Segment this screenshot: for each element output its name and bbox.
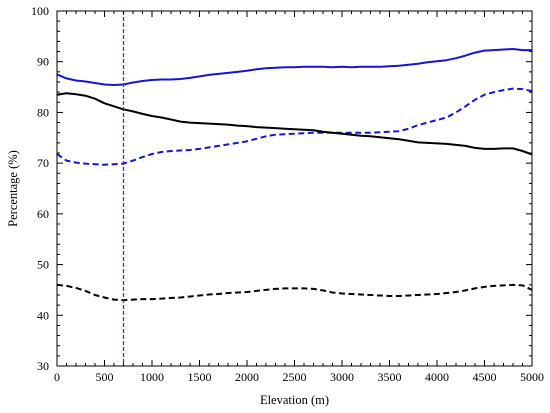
- x-tick-label: 500: [96, 370, 114, 384]
- x-tick-label: 3000: [330, 370, 354, 384]
- series-line-1: [56, 48, 532, 86]
- series-line-2: [56, 87, 533, 166]
- x-tick-label: 2500: [283, 370, 307, 384]
- y-tick-label: 30: [37, 359, 49, 373]
- x-tick-label: 1500: [188, 370, 212, 384]
- x-tick-label: 5000: [520, 370, 544, 384]
- y-tick-label: 100: [31, 4, 49, 18]
- x-tick-label: 4500: [473, 370, 497, 384]
- plot-lines: [56, 48, 533, 302]
- x-tick-label: 2000: [235, 370, 259, 384]
- series-line-3: [56, 92, 533, 156]
- plot-frame: [56, 10, 533, 367]
- y-tick-label: 50: [37, 258, 49, 272]
- x-tick-label: 4000: [425, 370, 449, 384]
- y-tick-label: 40: [37, 308, 49, 322]
- x-axis-title: Elevation (m): [260, 393, 329, 407]
- y-tick-label: 90: [37, 55, 49, 69]
- series-line-4: [56, 283, 533, 302]
- x-tick-label: 0: [54, 370, 60, 384]
- x-tick-label: 3500: [378, 370, 402, 384]
- x-axis-ticks: 0 500 1000 1500 2000 2500 3000 3500 4000 4500 5000: [54, 11, 544, 384]
- x-tick-label: 1000: [140, 370, 164, 384]
- y-axis-ticks: 30 40 50 60 70 80 90 100: [31, 4, 532, 373]
- y-tick-label: 80: [37, 105, 49, 119]
- y-axis-title: Percentage (%): [6, 150, 20, 227]
- y-tick-label: 70: [37, 156, 49, 170]
- y-tick-label: 60: [37, 207, 49, 221]
